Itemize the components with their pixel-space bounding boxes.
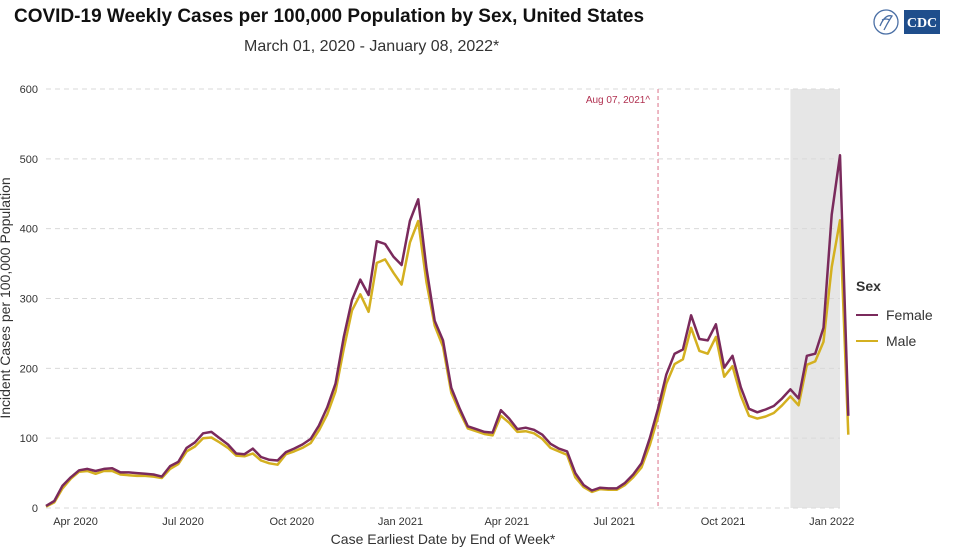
series-line-female xyxy=(45,154,850,507)
y-tick-label: 300 xyxy=(20,294,38,306)
x-tick-label: Oct 2021 xyxy=(701,516,746,528)
legend: Sex Female Male xyxy=(856,278,933,354)
legend-swatch-male xyxy=(856,340,878,342)
x-tick-label: Jan 2022 xyxy=(809,516,854,528)
legend-item-female[interactable]: Female xyxy=(856,302,933,328)
x-tick-label: Jul 2021 xyxy=(594,516,636,528)
y-tick-label: 500 xyxy=(20,154,38,166)
chart-title: COVID-19 Weekly Cases per 100,000 Popula… xyxy=(14,6,645,27)
cdc-badge xyxy=(904,10,940,34)
y-tick-label: 400 xyxy=(20,224,38,236)
y-tick-label: 0 xyxy=(32,503,38,515)
hhs-eagle-icon xyxy=(873,9,899,35)
y-tick-label: 600 xyxy=(20,84,38,96)
x-tick-label: Apr 2021 xyxy=(484,516,529,528)
x-tick-label: Oct 2020 xyxy=(269,516,314,528)
x-tick-label: Jul 2020 xyxy=(162,516,204,528)
y-axis-title: Incident Cases per 100,000 Population xyxy=(0,177,13,418)
cdc-text: CDC xyxy=(907,16,937,31)
legend-title: Sex xyxy=(856,278,881,294)
x-axis-title: Case Earliest Date by End of Week* xyxy=(331,531,556,547)
legend-item-male[interactable]: Male xyxy=(856,328,933,354)
legend-label-female: Female xyxy=(886,307,933,323)
x-tick-label: Jan 2021 xyxy=(378,516,423,528)
legend-swatch-female xyxy=(856,314,878,316)
chart-subtitle: March 01, 2020 - January 08, 2022* xyxy=(244,38,500,55)
cdc-logo: CDC xyxy=(873,9,940,35)
y-tick-label: 100 xyxy=(20,433,38,445)
x-tick-label: Apr 2020 xyxy=(53,516,98,528)
annotation-label: Aug 07, 2021^ xyxy=(586,95,650,106)
legend-label-male: Male xyxy=(886,333,917,349)
y-tick-label: 200 xyxy=(20,363,38,375)
